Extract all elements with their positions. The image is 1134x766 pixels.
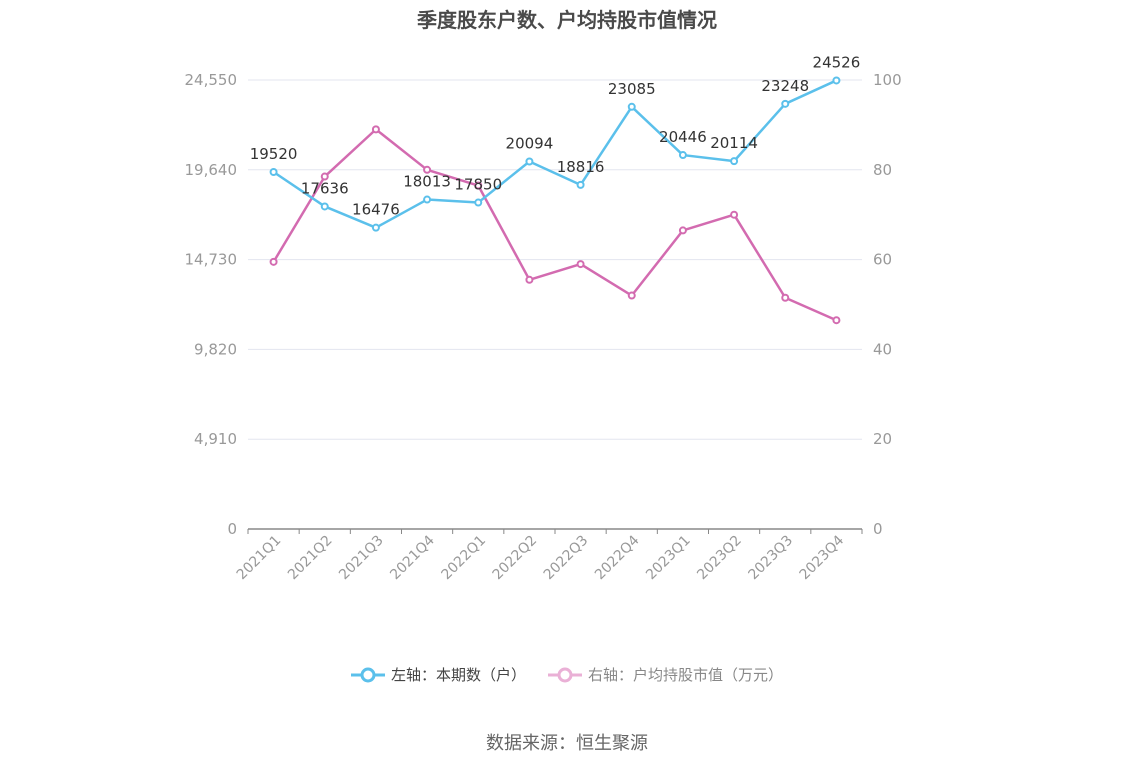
x-axis-tick-label: 2023Q3 [745, 533, 796, 584]
x-axis-tick-label: 2021Q1 [234, 533, 285, 584]
left-series-data-label: 19520 [250, 145, 298, 163]
left-series-data-label: 23085 [608, 80, 656, 98]
right-series-point [576, 260, 585, 269]
right-series-point [730, 210, 739, 219]
left-series-data-label: 20114 [710, 134, 758, 152]
left-axis-tick-label: 24,550 [185, 71, 238, 89]
legend-right-series-icon [548, 667, 582, 682]
left-series-point [474, 198, 483, 207]
x-axis-tick-label: 2023Q1 [643, 533, 694, 584]
left-series-data-label: 16476 [352, 201, 400, 219]
left-series-point [525, 157, 534, 166]
x-axis-tick-label: 2022Q2 [490, 533, 541, 584]
left-series-point [320, 202, 329, 211]
right-axis-tick-label: 20 [873, 430, 892, 448]
legend-item-left-axis[interactable]: 左轴：本期数（户） [350, 664, 526, 685]
right-series-point [781, 293, 790, 302]
left-series-data-label: 18013 [403, 173, 451, 191]
left-series-point [730, 157, 739, 166]
left-axis-tick-label: 9,820 [194, 340, 237, 358]
left-series-data-label: 20446 [659, 128, 707, 146]
left-series-data-label: 24526 [813, 53, 861, 71]
left-series-data-label: 23248 [761, 77, 809, 95]
left-axis-tick-label: 19,640 [185, 161, 238, 179]
x-axis-tick-label: 2023Q2 [694, 533, 745, 584]
right-axis-tick-label: 40 [873, 340, 892, 358]
chart-title: 季度股东户数、户均持股市值情况 [417, 8, 717, 32]
legend: 左轴：本期数（户） 右轴：户均持股市值（万元） [0, 664, 1134, 685]
legend-right-label: 右轴：户均持股市值（万元） [588, 666, 784, 684]
left-axis-tick-label: 0 [227, 520, 237, 538]
right-series-line [272, 128, 837, 322]
right-series-point [678, 226, 687, 235]
right-series-point [371, 125, 380, 134]
x-axis-tick-label: 2021Q4 [387, 532, 438, 583]
left-series-point [269, 167, 278, 176]
left-series-point [627, 102, 636, 111]
left-series-point [678, 151, 687, 160]
left-series-point [371, 223, 380, 232]
left-axis-tick-label: 14,730 [185, 251, 238, 269]
legend-item-right-axis[interactable]: 右轴：户均持股市值（万元） [548, 664, 783, 685]
left-series-point [781, 99, 790, 108]
left-series-point [423, 195, 432, 204]
legend-left-series-icon [350, 667, 385, 682]
right-series-point [627, 291, 636, 300]
right-axis-tick-label: 60 [873, 251, 892, 269]
x-axis-tick-label: 2021Q2 [285, 533, 336, 584]
legend-left-label: 左轴：本期数（户） [390, 666, 526, 684]
right-series-point [269, 257, 278, 266]
x-axis-tick-label: 2021Q3 [336, 533, 387, 584]
right-series-point [525, 275, 534, 284]
left-axis-tick-label: 4,910 [194, 430, 237, 448]
left-series-point [832, 76, 841, 85]
right-axis-tick-label: 0 [873, 520, 883, 538]
right-series-point [423, 165, 432, 174]
data-source: 数据来源：恒生聚源 [486, 733, 648, 754]
x-axis-tick-label: 2022Q1 [438, 533, 489, 584]
left-series-data-label: 20094 [506, 134, 554, 152]
left-series-line [272, 79, 837, 229]
right-axis-tick-label: 80 [873, 161, 892, 179]
right-axis-tick-label: 100 [873, 71, 902, 89]
left-series-point [576, 180, 585, 189]
right-series-point [832, 316, 841, 325]
left-series-data-label: 17850 [454, 176, 502, 194]
x-axis-tick-label: 2022Q3 [541, 533, 592, 584]
x-axis-tick-label: 2023Q4 [797, 532, 848, 583]
x-axis-tick-label: 2022Q4 [592, 532, 643, 583]
right-series-point [474, 181, 483, 190]
left-series-data-label: 17636 [301, 179, 349, 197]
right-series-point [320, 172, 329, 181]
left-series-data-label: 18816 [557, 158, 605, 176]
